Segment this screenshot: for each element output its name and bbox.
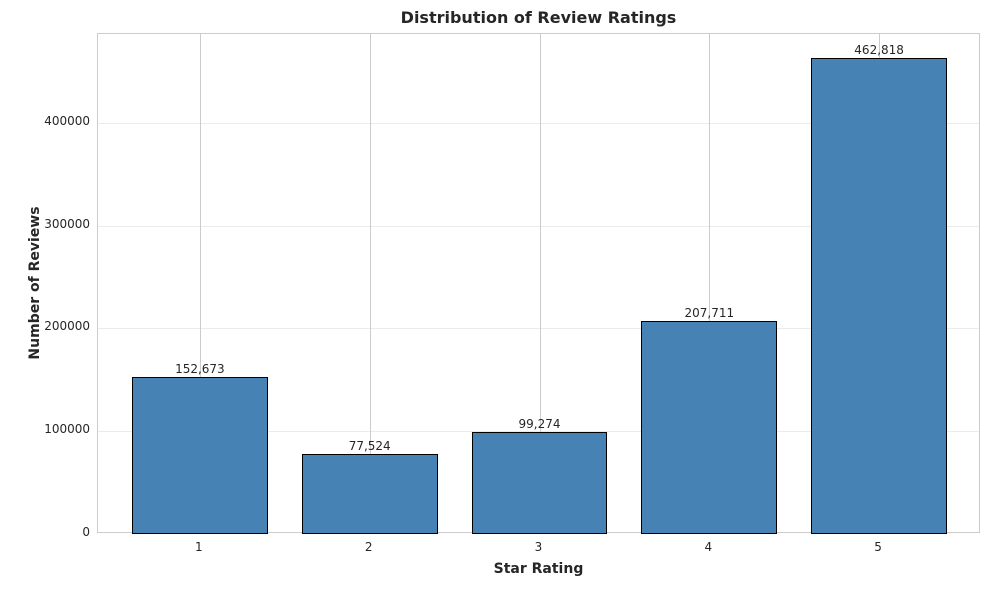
x-tick-label: 3 <box>534 540 543 554</box>
bar-value-label: 99,274 <box>518 416 561 431</box>
bar-rating-3 <box>471 431 608 534</box>
bar-value-label: 152,673 <box>175 362 225 377</box>
bar-value-label: 207,711 <box>684 305 735 320</box>
chart-title: Distribution of Review Ratings <box>400 8 677 27</box>
x-tick-label: 5 <box>874 540 882 554</box>
x-tick-label: 4 <box>704 540 713 554</box>
y-tick-label: 200000 <box>44 319 90 334</box>
y-axis-label: Number of Reviews <box>27 206 43 360</box>
bar-value-label: 462,818 <box>854 43 904 58</box>
bar-rating-4 <box>641 320 778 534</box>
x-tick-label: 1 <box>195 540 203 554</box>
y-tick-label: 100000 <box>44 422 90 437</box>
y-tick-label: 300000 <box>44 216 90 231</box>
v-gridline <box>709 34 711 532</box>
h-gridline <box>98 328 979 330</box>
x-axis-label: Star Rating <box>493 561 584 577</box>
y-tick-label: 400000 <box>44 113 90 128</box>
bar-rating-5 <box>811 58 948 534</box>
v-gridline <box>199 34 201 532</box>
bar-value-label: 77,524 <box>348 439 391 454</box>
h-gridline <box>98 122 979 124</box>
bar-rating-2 <box>301 454 438 534</box>
h-gridline <box>98 225 979 227</box>
v-gridline <box>539 34 541 532</box>
y-tick-label: 0 <box>82 525 90 539</box>
plot-area: 152,673 77,524 99,274 207,711 462,818 <box>97 33 980 534</box>
v-gridline <box>369 34 371 532</box>
x-tick-label: 2 <box>364 540 373 554</box>
bar-rating-1 <box>131 377 268 534</box>
h-gridline <box>98 431 979 433</box>
